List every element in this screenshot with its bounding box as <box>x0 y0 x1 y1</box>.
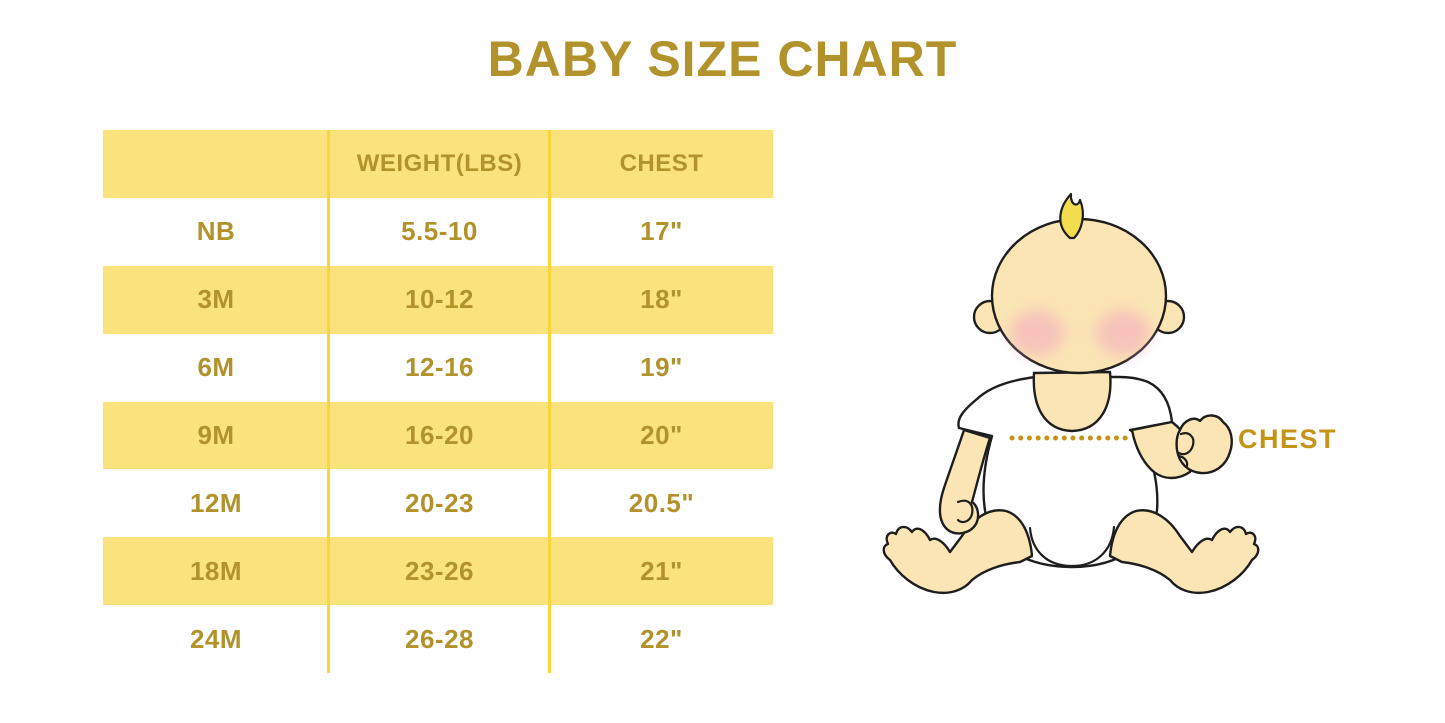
size-cell: 24M <box>189 623 243 654</box>
weight-cell: 5.5-10 <box>401 216 478 247</box>
size-cell: NB <box>196 216 236 247</box>
size-cell: 6M <box>197 352 235 383</box>
weight-cell: 10-12 <box>405 284 474 315</box>
chest-cell: 18" <box>640 284 683 315</box>
header-chest-cell: CHEST <box>619 149 704 177</box>
weight-cell: 16-20 <box>405 419 474 450</box>
baby-hand-finger-curl <box>956 499 974 524</box>
size-cell: 9M <box>197 419 235 450</box>
table-row: 9M 16-20 20" <box>103 401 773 470</box>
column-divider <box>548 130 551 673</box>
baby-fist <box>1175 414 1233 475</box>
chest-cell: 19" <box>640 352 683 383</box>
baby-leg-right <box>1108 509 1260 594</box>
baby-diaper-outline <box>1028 525 1116 568</box>
chest-cell: 17" <box>640 216 683 247</box>
table-row: NB 5.5-10 17" <box>103 198 773 266</box>
chest-cell: 20.5" <box>628 487 695 518</box>
hair-curl-icon <box>1059 192 1084 240</box>
blush-right <box>1096 310 1150 356</box>
weight-cell: 20-23 <box>405 487 474 518</box>
size-cell: 3M <box>197 284 235 315</box>
column-divider <box>327 130 330 673</box>
weight-cell: 26-28 <box>405 623 474 654</box>
baby-arm-left <box>938 428 992 535</box>
baby-finger-line <box>1177 454 1189 468</box>
baby-neck <box>1032 370 1112 433</box>
weight-cell: 12-16 <box>405 352 474 383</box>
chest-cell: 20" <box>640 419 683 450</box>
table-header-row: WEIGHT(LBS) CHEST <box>103 130 773 198</box>
baby-diaper <box>1030 518 1114 566</box>
header-weight-cell: WEIGHT(LBS) <box>356 149 523 177</box>
table-row: 24M 26-28 22" <box>103 605 773 673</box>
page-title: BABY SIZE CHART <box>487 31 958 87</box>
weight-cell: 23-26 <box>405 555 474 586</box>
size-cell: 12M <box>189 487 243 518</box>
blush-left <box>1010 310 1064 356</box>
baby-thumb-curl <box>1177 432 1195 456</box>
baby-illustration: CHEST <box>882 192 1337 594</box>
chest-cell: 22" <box>640 623 683 654</box>
chest-cell: 21" <box>640 555 683 586</box>
table-row: 12M 20-23 20.5" <box>103 469 773 537</box>
table-row: 18M 23-26 21" <box>103 537 773 606</box>
size-cell: 18M <box>189 555 243 586</box>
size-table: WEIGHT(LBS) CHEST NB 5.5-10 17" 3M 10-12 18" 6… <box>103 130 773 673</box>
table-row: 6M 12-16 19" <box>103 334 773 402</box>
table-row: 3M 10-12 18" <box>103 265 773 334</box>
chest-label: CHEST <box>1238 424 1337 454</box>
